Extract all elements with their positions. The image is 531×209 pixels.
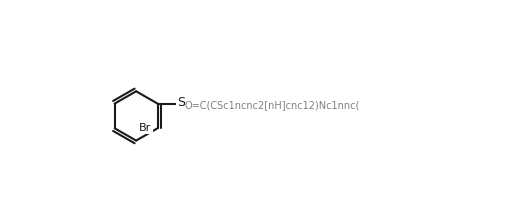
Text: Br: Br: [139, 123, 151, 133]
Text: S: S: [177, 96, 185, 109]
Text: O=C(CSc1ncnc2[nH]cnc12)Nc1nnc(: O=C(CSc1ncnc2[nH]cnc12)Nc1nnc(: [184, 101, 360, 111]
